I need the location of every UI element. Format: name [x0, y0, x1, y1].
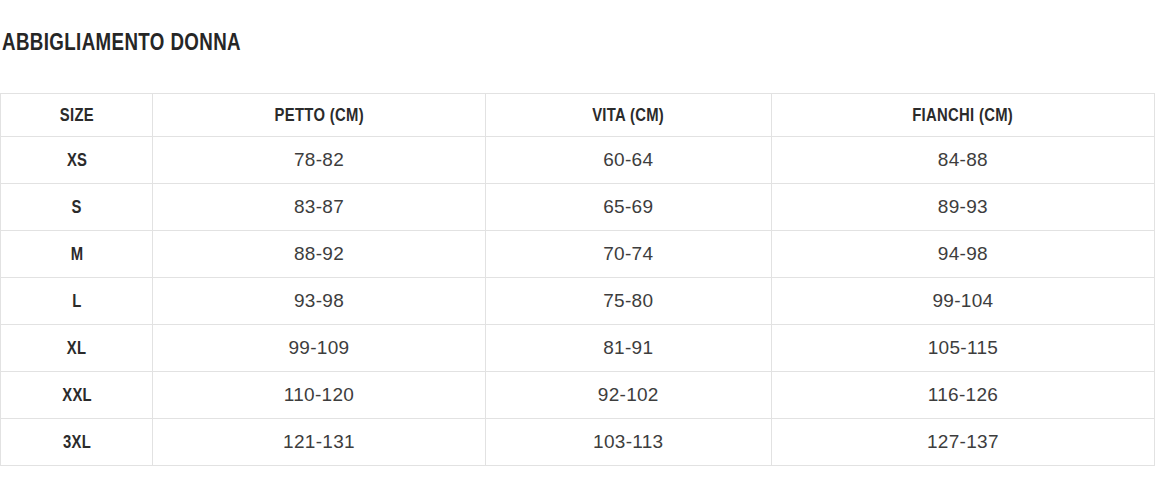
column-header-vita: VITA (CM)	[485, 94, 771, 137]
petto-cell: 99-109	[153, 325, 485, 372]
table-row: M 88-92 70-74 94-98	[1, 231, 1155, 278]
page-title-text: ABBIGLIAMENTO DONNA	[2, 28, 241, 56]
table-row: L 93-98 75-80 99-104	[1, 278, 1155, 325]
table-row: XS 78-82 60-64 84-88	[1, 137, 1155, 184]
fianchi-cell: 116-126	[771, 372, 1154, 419]
size-chart-table: SIZE PETTO (CM) VITA (CM) FIANCHI (CM) X…	[0, 93, 1155, 466]
size-cell: XXL	[1, 372, 153, 419]
fianchi-cell: 127-137	[771, 419, 1154, 466]
vita-cell: 70-74	[485, 231, 771, 278]
fianchi-cell: 94-98	[771, 231, 1154, 278]
size-guide-page: ABBIGLIAMENTO DONNA SIZE PETTO (CM) VITA…	[0, 28, 1155, 489]
vita-cell: 65-69	[485, 184, 771, 231]
petto-cell: 110-120	[153, 372, 485, 419]
size-cell: XS	[1, 137, 153, 184]
petto-cell: 78-82	[153, 137, 485, 184]
petto-cell: 121-131	[153, 419, 485, 466]
table-header-row: SIZE PETTO (CM) VITA (CM) FIANCHI (CM)	[1, 94, 1155, 137]
column-header-fianchi: FIANCHI (CM)	[771, 94, 1154, 137]
size-cell: XL	[1, 325, 153, 372]
size-cell: 3XL	[1, 419, 153, 466]
fianchi-cell: 89-93	[771, 184, 1154, 231]
petto-cell: 93-98	[153, 278, 485, 325]
table-row: XL 99-109 81-91 105-115	[1, 325, 1155, 372]
petto-cell: 88-92	[153, 231, 485, 278]
fianchi-cell: 99-104	[771, 278, 1154, 325]
table-row: XXL 110-120 92-102 116-126	[1, 372, 1155, 419]
size-cell: L	[1, 278, 153, 325]
vita-cell: 92-102	[485, 372, 771, 419]
size-cell: M	[1, 231, 153, 278]
page-title: ABBIGLIAMENTO DONNA	[2, 28, 1155, 56]
table-row: S 83-87 65-69 89-93	[1, 184, 1155, 231]
vita-cell: 60-64	[485, 137, 771, 184]
fianchi-cell: 84-88	[771, 137, 1154, 184]
vita-cell: 81-91	[485, 325, 771, 372]
size-cell: S	[1, 184, 153, 231]
column-header-petto: PETTO (CM)	[153, 94, 485, 137]
vita-cell: 103-113	[485, 419, 771, 466]
vita-cell: 75-80	[485, 278, 771, 325]
fianchi-cell: 105-115	[771, 325, 1154, 372]
petto-cell: 83-87	[153, 184, 485, 231]
column-header-size: SIZE	[1, 94, 153, 137]
table-row: 3XL 121-131 103-113 127-137	[1, 419, 1155, 466]
